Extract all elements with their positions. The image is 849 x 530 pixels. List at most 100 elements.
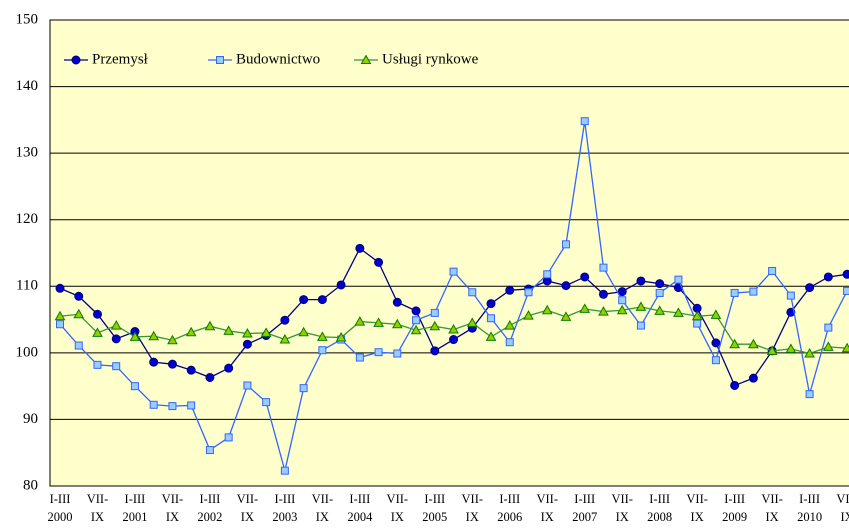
x-tick-label: I-III [349, 492, 370, 506]
marker [374, 257, 384, 267]
marker [355, 243, 365, 253]
x-tick-label: 2008 [647, 510, 672, 524]
marker [561, 240, 570, 249]
marker [92, 327, 103, 337]
marker [768, 266, 777, 275]
legend-item: Przemysł [64, 51, 149, 67]
marker [748, 338, 759, 349]
x-tick-label: VII- [387, 492, 409, 506]
marker [448, 324, 459, 334]
marker [110, 320, 122, 330]
x-tick-label: IX [166, 510, 179, 524]
marker [543, 270, 552, 279]
marker [318, 346, 327, 355]
x-tick-label: I-III [200, 492, 221, 506]
marker [149, 400, 158, 409]
x-tick-label: IX [466, 510, 479, 524]
marker [410, 324, 422, 335]
marker [635, 301, 647, 311]
marker [317, 295, 327, 305]
legend-label: Przemysł [92, 51, 149, 67]
y-tick-label: 140 [16, 78, 39, 94]
marker [205, 446, 214, 455]
marker [786, 307, 796, 317]
x-tick-label: 2000 [48, 510, 73, 524]
marker [280, 315, 290, 325]
marker [748, 373, 758, 383]
marker [280, 466, 289, 475]
x-tick-label: VII- [462, 492, 484, 506]
marker [336, 280, 346, 290]
marker [785, 343, 797, 353]
x-tick-label: IX [91, 510, 104, 524]
marker [112, 362, 121, 371]
marker [655, 288, 664, 297]
marker [561, 281, 571, 291]
marker [129, 331, 141, 341]
marker [580, 272, 590, 282]
marker [242, 339, 252, 349]
legend-label: Usługi rynkowe [382, 51, 479, 67]
marker [92, 309, 102, 319]
marker [524, 288, 533, 297]
marker [580, 117, 589, 126]
marker [111, 334, 121, 344]
x-tick-label: IX [391, 510, 404, 524]
marker [216, 56, 224, 64]
x-tick-label: IX [316, 510, 329, 524]
x-tick-label: VII- [312, 492, 334, 506]
y-tick-label: 100 [16, 344, 39, 360]
marker [374, 348, 383, 357]
marker [841, 342, 849, 353]
marker [242, 328, 253, 338]
marker [224, 363, 234, 373]
marker [74, 341, 83, 350]
marker [205, 372, 215, 382]
marker [636, 276, 646, 286]
x-tick-label: 2009 [722, 510, 747, 524]
marker [130, 382, 139, 391]
x-tick-label: I-III [499, 492, 520, 506]
marker [505, 285, 515, 295]
marker [54, 310, 66, 321]
marker [749, 287, 758, 296]
plot-area [49, 19, 849, 487]
marker [805, 283, 815, 293]
marker [822, 341, 834, 351]
marker [262, 398, 271, 407]
y-tick-label: 120 [16, 211, 39, 227]
x-tick-label: 2007 [572, 510, 597, 524]
x-tick-label: IX [616, 510, 629, 524]
marker [599, 263, 608, 272]
x-tick-label: 2001 [122, 510, 147, 524]
marker [449, 335, 459, 345]
marker [616, 304, 628, 315]
marker [486, 299, 496, 309]
marker [560, 311, 572, 321]
marker [167, 359, 177, 369]
marker [360, 54, 372, 64]
marker [71, 55, 81, 65]
marker [429, 320, 441, 331]
marker [186, 365, 196, 375]
marker [842, 269, 849, 279]
marker [766, 345, 778, 355]
marker [786, 291, 795, 300]
x-tick-label: I-III [799, 492, 820, 506]
marker [167, 334, 178, 345]
marker [355, 353, 364, 362]
x-tick-label: I-III [274, 492, 295, 506]
x-tick-label: VII- [536, 492, 558, 506]
marker [279, 334, 291, 344]
marker [149, 357, 159, 367]
marker [430, 346, 440, 356]
marker [354, 316, 366, 326]
legend-item: Budownictwo [208, 51, 320, 67]
marker [56, 320, 64, 329]
marker [729, 338, 740, 349]
marker [655, 279, 665, 289]
y-tick-label: 150 [16, 11, 39, 27]
marker [805, 390, 814, 399]
x-tick-label: VII- [761, 492, 783, 506]
